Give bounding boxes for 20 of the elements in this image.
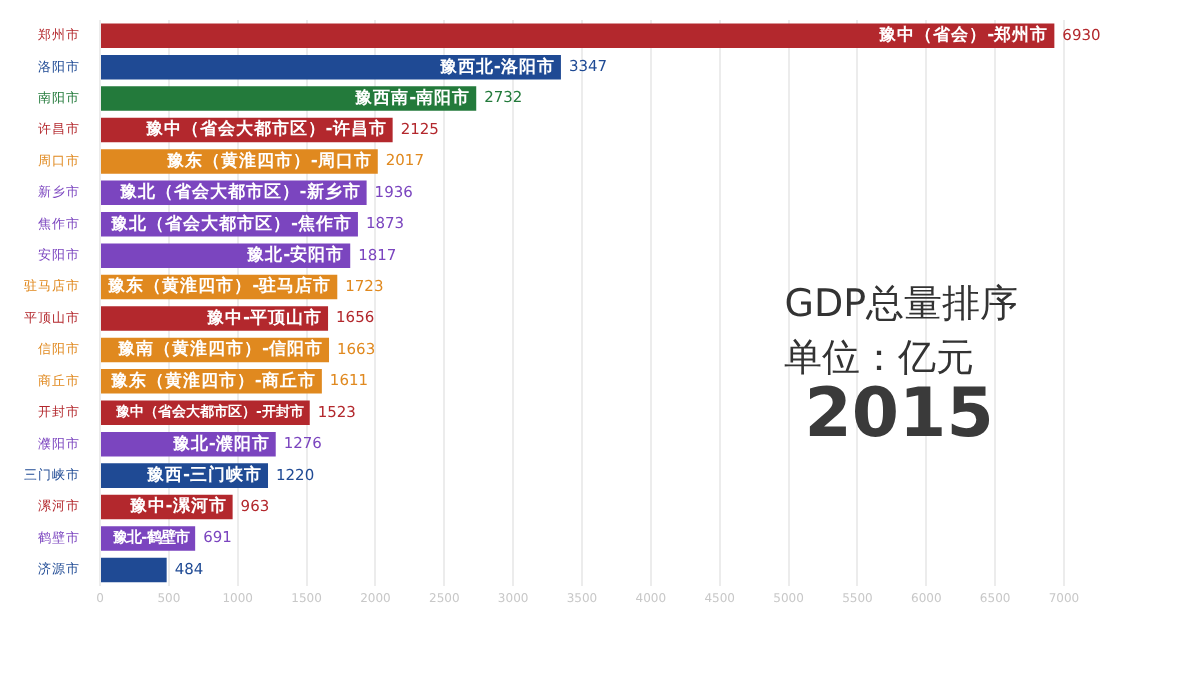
annotation: 豫北-濮阳市 bbox=[172, 432, 270, 455]
annotation: 豫中（省会大都市区）-许昌市 bbox=[145, 118, 387, 141]
text: 单位：亿元 bbox=[784, 336, 975, 380]
annotation: 豫北-安阳市 bbox=[247, 244, 345, 267]
annotation: 豫中-漯河市 bbox=[129, 495, 227, 518]
annotation: 豫西-三门峡市 bbox=[146, 464, 263, 487]
bar bbox=[101, 23, 1055, 48]
annotation: 2015 bbox=[804, 374, 994, 454]
annotation: 豫东（黄淮四市）-驻马店市 bbox=[108, 275, 332, 298]
annotation: 豫中（省会）-郑州市 bbox=[879, 24, 1049, 47]
annotation: 豫南（黄淮四市）-信阳市 bbox=[117, 338, 324, 361]
annotation: 豫北（省会大都市区）-新乡市 bbox=[119, 181, 361, 204]
annotation: 豫西北-洛阳市 bbox=[439, 55, 555, 78]
text: GDP总量排序 bbox=[784, 282, 1019, 326]
annotation: 豫西南-南阳市 bbox=[355, 86, 471, 109]
annotation: 豫中-平顶山市 bbox=[206, 306, 323, 329]
annotation: 豫东（黄淮四市）-商丘市 bbox=[110, 369, 316, 392]
annotation: 豫北（省会大都市区）-焦作市 bbox=[110, 212, 352, 235]
bar bbox=[101, 557, 167, 583]
annotation: 豫东（黄淮四市）-周口市 bbox=[166, 149, 372, 172]
